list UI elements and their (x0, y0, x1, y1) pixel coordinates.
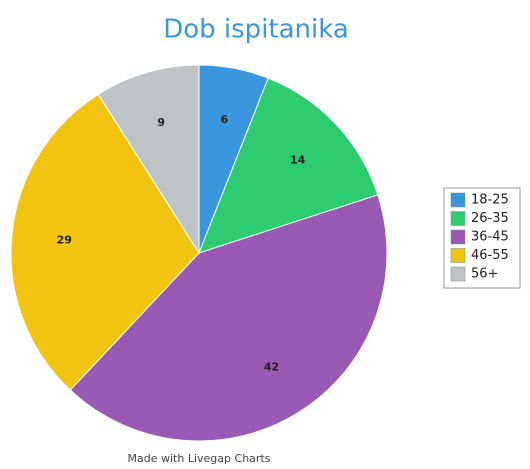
legend-label: 18-25 (471, 193, 509, 208)
pie-slice (69, 194, 388, 442)
legend-label: 46-55 (471, 248, 509, 263)
slice-label: 6 (221, 113, 229, 126)
legend-label: 36-45 (471, 230, 509, 245)
slice-label: 14 (290, 153, 306, 166)
legend-label: 56+ (471, 267, 498, 282)
legend-swatch (450, 229, 466, 245)
credit: Made with Livegap Charts (128, 452, 271, 465)
legend-swatch (450, 192, 466, 208)
slice-label: 9 (157, 116, 165, 129)
slice-label: 42 (264, 360, 279, 373)
chart-title: Dob ispitanika (163, 15, 349, 45)
pie-slice (10, 93, 200, 391)
legend-swatch (450, 266, 466, 282)
legend-swatch (450, 248, 466, 263)
legend-swatch (450, 211, 466, 226)
legend-label: 26-35 (471, 211, 509, 226)
pie-slice (97, 64, 200, 255)
slice-label: 29 (57, 233, 72, 246)
